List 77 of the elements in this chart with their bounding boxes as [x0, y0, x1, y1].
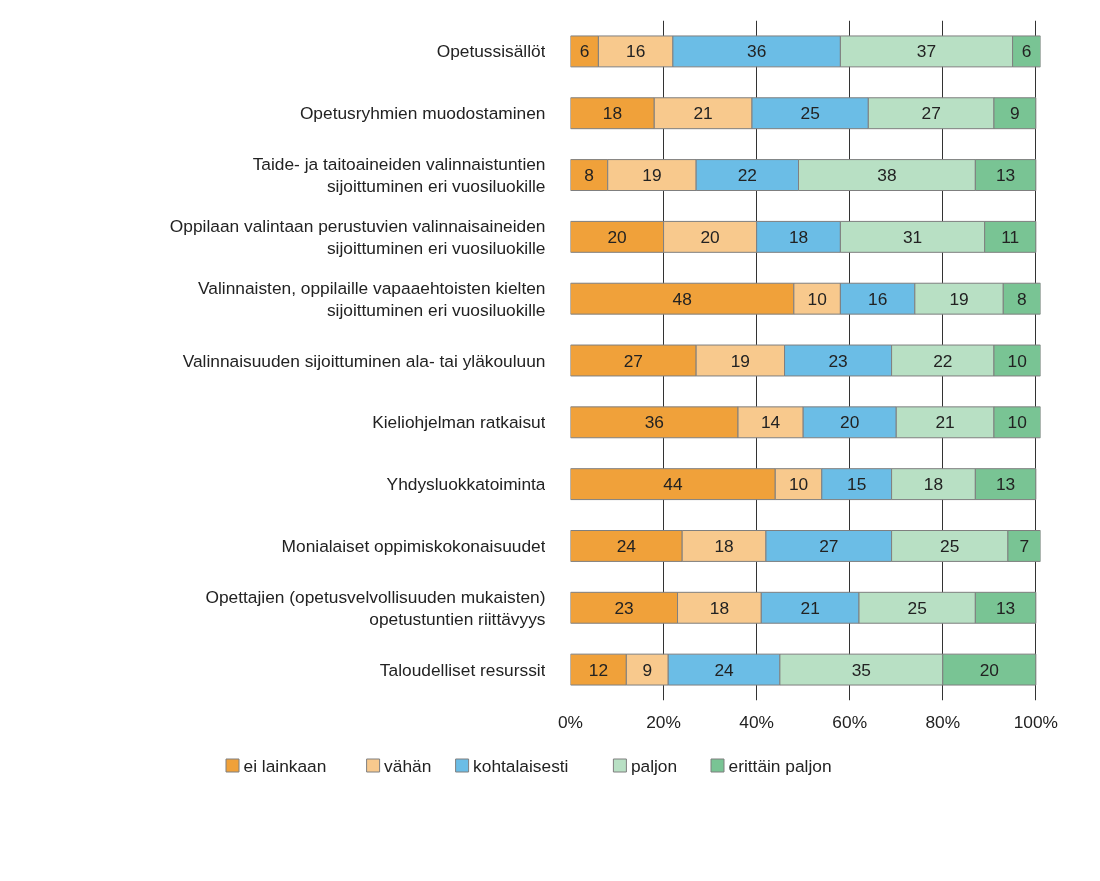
- x-tick-label: 100%: [1013, 711, 1059, 732]
- data-label: 38: [877, 165, 897, 186]
- y-tick-label: Valinnaisten, oppilaille vapaaehtoisten kielten sijoittuminen eri vuosiluokille: [198, 277, 546, 320]
- legend-label: paljon: [630, 755, 678, 776]
- y-tick-label: Opetussisällöt: [436, 41, 546, 62]
- data-label: 19: [949, 288, 969, 309]
- data-label: 11: [1001, 226, 1020, 247]
- data-label: 8: [1017, 288, 1027, 309]
- data-label: 21: [935, 412, 955, 433]
- data-label: 6: [1021, 41, 1032, 62]
- data-label: 31: [902, 226, 923, 247]
- data-label: 16: [626, 41, 646, 62]
- data-label: 10: [807, 288, 827, 309]
- data-label: 21: [693, 103, 713, 124]
- data-label: 25: [940, 535, 960, 556]
- legend-label: ei lainkaan: [243, 755, 327, 776]
- data-label: 36: [747, 41, 767, 62]
- data-label: 13: [995, 597, 1016, 618]
- data-label: 23: [828, 350, 848, 371]
- data-label: 18: [714, 535, 734, 556]
- data-label: 13: [995, 474, 1016, 495]
- data-label: 37: [916, 41, 937, 62]
- data-label: 6: [579, 41, 590, 62]
- data-label: 12: [588, 659, 609, 680]
- data-label: 27: [819, 535, 839, 556]
- x-tick-label: 20%: [646, 711, 681, 732]
- data-label: 18: [709, 597, 730, 618]
- data-label: 24: [714, 659, 735, 680]
- legend-label: kohtalaisesti: [473, 755, 569, 776]
- data-label: 20: [607, 226, 627, 247]
- x-tick-label: 80%: [925, 711, 961, 732]
- data-label: 20: [700, 226, 720, 247]
- data-label: 18: [788, 226, 809, 247]
- data-label: 21: [800, 597, 820, 618]
- data-label: 48: [672, 288, 692, 309]
- data-label: 8: [584, 165, 594, 186]
- x-tick-label: 0%: [557, 711, 584, 732]
- data-label: 18: [923, 474, 944, 495]
- data-label: 14: [760, 412, 781, 433]
- data-label: 20: [979, 659, 999, 680]
- data-label: 44: [663, 474, 683, 495]
- y-tick-label: Kieliohjelman ratkaisut: [372, 412, 546, 433]
- y-tick-label: Valinnaisuuden sijoittuminen ala- tai yläkouluun: [182, 350, 546, 371]
- data-label: 10: [1007, 350, 1027, 371]
- data-label: 10: [788, 474, 809, 495]
- y-tick-label: Taide- ja taitoaineiden valinnaistuntien sijoittuminen eri vuosiluokille: [252, 154, 546, 197]
- data-label: 36: [644, 412, 664, 433]
- x-tick-label: 40%: [739, 711, 774, 732]
- data-label: 15: [847, 474, 867, 495]
- data-label: 24: [616, 535, 637, 556]
- y-tick-label: Yhdysluokkatoiminta: [386, 474, 546, 495]
- data-label: 22: [737, 165, 757, 186]
- data-label: 25: [800, 103, 820, 124]
- data-label: 27: [623, 350, 643, 371]
- data-label: 20: [840, 412, 860, 433]
- x-tick-label: 60%: [832, 711, 868, 732]
- data-label: 27: [921, 103, 941, 124]
- y-tick-label: Monialaiset oppimiskokonaisuudet: [281, 535, 546, 556]
- data-label: 9: [642, 659, 653, 680]
- data-label: 18: [602, 103, 623, 124]
- legend-label: vähän: [384, 755, 432, 776]
- data-label: 22: [933, 350, 953, 371]
- data-label: 19: [730, 350, 750, 371]
- data-label: 25: [907, 597, 927, 618]
- y-tick-label: Opetusryhmien muodostaminen: [299, 103, 546, 124]
- data-label: 13: [995, 165, 1016, 186]
- data-label: 10: [1007, 412, 1027, 433]
- data-label: 7: [1019, 535, 1030, 556]
- data-label: 19: [642, 165, 662, 186]
- y-tick-label: Taloudelliset resurssit: [379, 659, 546, 680]
- data-label: 35: [851, 659, 871, 680]
- legend-label: erittäin paljon: [728, 755, 832, 776]
- data-label: 9: [1010, 103, 1020, 124]
- data-label: 16: [867, 288, 888, 309]
- y-tick-label: Opettajien (opetusvelvollisuuden mukaisten) opetustuntien riittävyys: [205, 586, 546, 629]
- data-label: 23: [614, 597, 634, 618]
- y-tick-label: Oppilaan valintaan perustuvien valinnaisaineiden sijoittuminen eri vuosiluokille: [169, 215, 546, 258]
